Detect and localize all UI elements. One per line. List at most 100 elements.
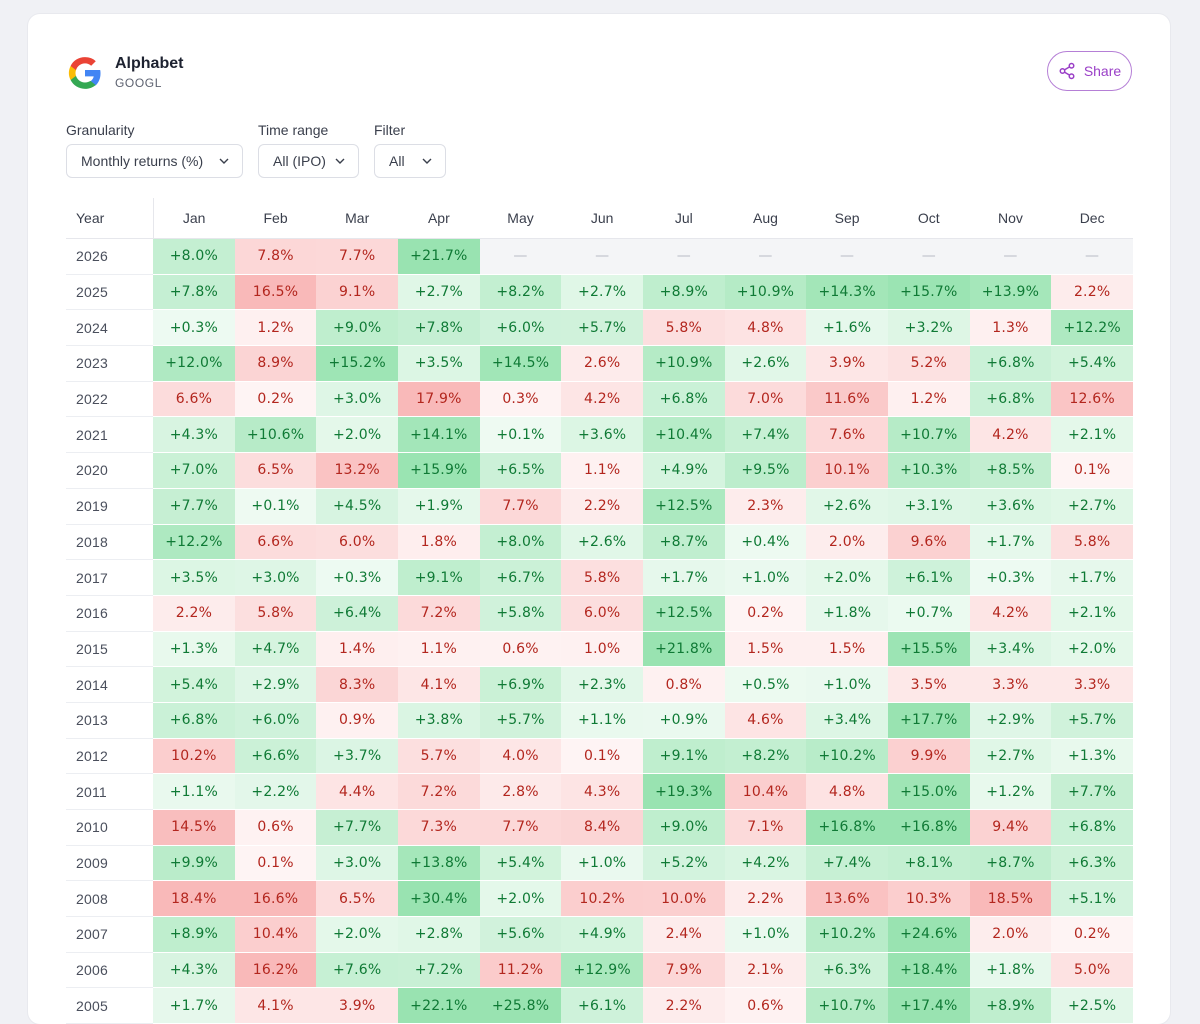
return-cell: 2.4%	[643, 916, 725, 953]
table-row: 2005 +1.7% 4.1% 3.9% +22.1% +25.8% +6.1% 2.2% 0.…	[66, 987, 1133, 1024]
return-cell: +10.2%	[806, 738, 888, 775]
table-row: 2013 +6.8% +6.0% 0.9% +3.8% +5.7% +1.1% +0.9% 4.…	[66, 702, 1133, 739]
table-row: 2011 +1.1% +2.2% 4.4% 7.2% 2.8% 4.3% +19.3% 10.4…	[66, 773, 1133, 810]
return-cell: +2.6%	[806, 488, 888, 525]
return-cell: +6.8%	[153, 702, 235, 739]
return-cell: 7.8%	[234, 238, 317, 275]
return-cell: +3.6%	[969, 488, 1052, 525]
return-cell: 5.8%	[1051, 524, 1133, 561]
return-cell: +3.0%	[316, 845, 399, 882]
return-cell: +9.1%	[643, 738, 725, 775]
granularity-value: Monthly returns (%)	[81, 153, 204, 169]
return-cell: +7.8%	[398, 309, 480, 347]
return-cell: +3.4%	[969, 631, 1052, 668]
return-cell: 10.2%	[153, 738, 235, 775]
return-cell: +5.2%	[643, 845, 725, 882]
year-cell: 2019	[66, 488, 154, 525]
return-cell: +7.0%	[153, 452, 235, 489]
return-cell: 4.4%	[316, 773, 399, 810]
return-cell: +2.0%	[316, 916, 399, 953]
returns-card: Alphabet GOOGL Share Granularity Monthly…	[28, 14, 1170, 1024]
filter-value: All	[389, 153, 405, 169]
year-cell: 2012	[66, 738, 154, 775]
return-cell: +1.0%	[806, 666, 888, 703]
return-cell: +3.0%	[316, 381, 399, 418]
return-cell: 6.6%	[153, 381, 235, 418]
return-cell: 2.3%	[724, 488, 807, 525]
return-cell: 2.0%	[969, 916, 1052, 953]
month-header-may: May	[479, 198, 562, 239]
return-cell: 1.2%	[234, 309, 317, 347]
return-cell: 4.2%	[969, 416, 1052, 454]
return-cell: +16.8%	[887, 809, 970, 846]
table-row: 2023 +12.0% 8.9% +15.2% +3.5% +14.5% 2.6% +10.9…	[66, 345, 1133, 382]
return-cell: 4.8%	[806, 773, 888, 810]
return-cell: 2.2%	[724, 880, 807, 918]
table-body: 2026 +8.0% 7.8% 7.7% +21.7% — — — — — — — —2025 +7.8%…	[66, 238, 1133, 1024]
return-cell: 6.5%	[234, 452, 317, 489]
return-cell: +5.7%	[1051, 702, 1133, 739]
return-cell: 6.0%	[561, 595, 643, 632]
return-cell: +8.1%	[887, 845, 970, 882]
time-range-control: Time range All (IPO)	[258, 121, 359, 178]
return-cell: 2.2%	[153, 595, 235, 632]
return-cell: +1.0%	[724, 559, 807, 596]
chevron-down-icon	[219, 158, 229, 164]
return-cell: +2.2%	[234, 773, 317, 810]
return-cell: +21.8%	[643, 631, 725, 668]
return-cell: 4.2%	[969, 595, 1052, 632]
return-cell: +0.3%	[969, 559, 1052, 596]
return-cell: +1.7%	[969, 524, 1052, 561]
return-cell: +14.5%	[479, 345, 562, 382]
return-cell: +19.3%	[643, 773, 725, 810]
return-cell: +3.5%	[398, 345, 480, 382]
return-cell: +3.0%	[234, 559, 317, 596]
return-cell: +10.3%	[887, 452, 970, 489]
chevron-down-icon	[335, 158, 345, 164]
return-cell: +7.6%	[316, 952, 399, 989]
return-cell: 2.8%	[479, 773, 562, 810]
return-cell: +13.8%	[398, 845, 480, 882]
return-cell: —	[887, 238, 970, 275]
return-cell: +15.9%	[398, 452, 480, 489]
google-logo-icon	[68, 57, 101, 89]
granularity-select[interactable]: Monthly returns (%)	[66, 144, 243, 178]
return-cell: +6.9%	[479, 666, 562, 703]
return-cell: 0.8%	[643, 666, 725, 703]
year-cell: 2013	[66, 702, 154, 739]
filter-select[interactable]: All	[374, 144, 446, 178]
return-cell: —	[479, 238, 562, 275]
month-header-nov: Nov	[969, 198, 1052, 239]
time-range-select[interactable]: All (IPO)	[258, 144, 359, 178]
return-cell: 7.7%	[479, 488, 562, 525]
year-cell: 2010	[66, 809, 154, 846]
return-cell: +12.0%	[153, 345, 235, 382]
month-header-mar: Mar	[316, 198, 399, 239]
return-cell: 0.2%	[1051, 916, 1133, 953]
return-cell: +2.0%	[316, 416, 399, 454]
return-cell: 11.6%	[806, 381, 888, 418]
return-cell: 1.1%	[561, 452, 643, 489]
return-cell: +0.4%	[724, 524, 807, 561]
return-cell: 2.1%	[724, 952, 807, 989]
return-cell: +14.1%	[398, 416, 480, 454]
return-cell: +10.9%	[724, 274, 807, 311]
return-cell: +5.4%	[479, 845, 562, 882]
return-cell: +10.9%	[643, 345, 725, 382]
return-cell: 3.5%	[887, 666, 970, 703]
year-cell: 2005	[66, 987, 154, 1024]
return-cell: 3.3%	[1051, 666, 1133, 703]
chevron-down-icon	[422, 158, 432, 164]
ticker-symbol: GOOGL	[115, 76, 163, 90]
return-cell: 2.2%	[643, 987, 725, 1024]
return-cell: +10.7%	[887, 416, 970, 454]
month-header-aug: Aug	[724, 198, 807, 239]
return-cell: 4.3%	[561, 773, 643, 810]
return-cell: 13.6%	[806, 880, 888, 918]
return-cell: 6.0%	[316, 524, 399, 561]
return-cell: 10.2%	[561, 880, 643, 918]
company-name: Alphabet	[115, 55, 184, 72]
return-cell: 9.1%	[316, 274, 399, 311]
share-button[interactable]: Share	[1047, 51, 1132, 91]
table-row: 2015 +1.3% +4.7% 1.4% 1.1% 0.6% 1.0% +21.8% 1.5%…	[66, 631, 1133, 668]
